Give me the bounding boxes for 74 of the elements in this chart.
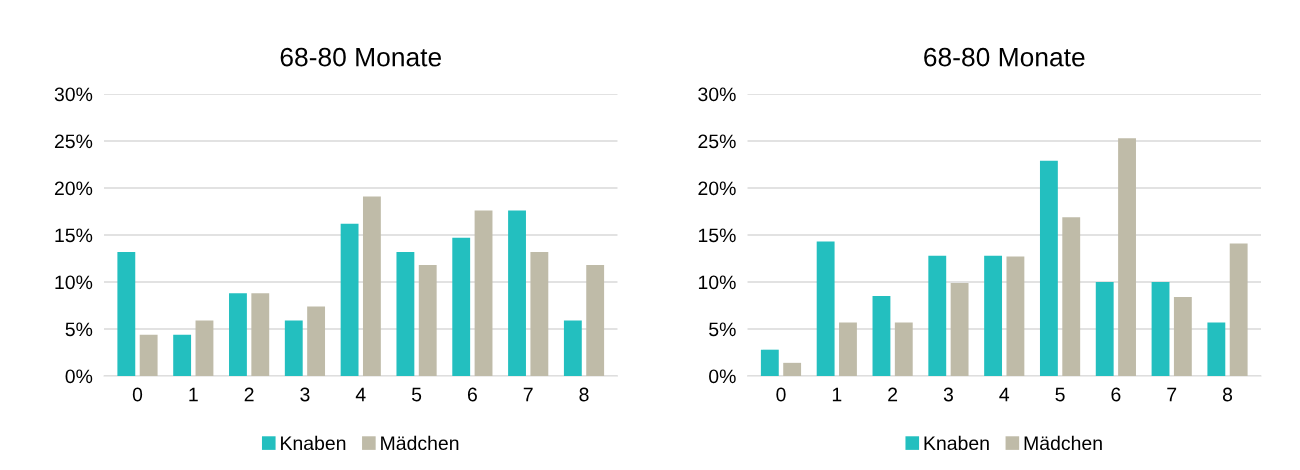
y-tick-label: 25% (698, 134, 736, 149)
x-tick-label: 2 (244, 387, 254, 402)
x-tick-label: 1 (189, 387, 198, 402)
bar (816, 241, 835, 376)
x-tick-label: 6 (1111, 387, 1121, 402)
y-tick-label: 30% (698, 87, 736, 102)
y-tick-label: 10% (55, 275, 93, 290)
bar (1006, 256, 1025, 376)
x-tick-label: 1 (832, 387, 842, 402)
bar (839, 322, 857, 376)
x-tick-label: 0 (132, 387, 143, 402)
bar (1207, 322, 1226, 376)
bar (1151, 282, 1170, 376)
y-tick-label: 5% (709, 322, 736, 337)
y-tick-label: 10% (698, 275, 736, 290)
bar (362, 196, 381, 376)
bar (1039, 160, 1058, 376)
y-tick-label: 30% (54, 87, 93, 102)
bar (195, 320, 214, 376)
y-tick-label: 15% (55, 228, 93, 243)
bar (284, 320, 303, 376)
bar (307, 306, 326, 376)
bar (396, 251, 415, 376)
legend-label: Knaben (281, 435, 346, 451)
x-tick-label: 4 (355, 387, 366, 402)
bar (1229, 243, 1248, 376)
bar (340, 223, 359, 376)
bar (783, 362, 802, 376)
bar (894, 322, 913, 376)
bar (563, 320, 582, 376)
chart-title: 68-80 Monate (280, 47, 442, 67)
bar (1173, 297, 1192, 376)
bar (984, 255, 1003, 376)
legend-label: Knaben (924, 435, 989, 451)
bar (452, 237, 471, 376)
x-tick-label: 7 (523, 387, 533, 402)
x-tick-label: 6 (467, 387, 477, 402)
bar (117, 251, 136, 376)
bar (1095, 282, 1114, 376)
chart-title: 68-80 Monate (924, 47, 1085, 67)
bar (872, 296, 891, 376)
bar (928, 255, 947, 376)
x-tick-label: 3 (300, 387, 310, 402)
x-tick-label: 8 (1222, 387, 1233, 402)
legend-label: Mädchen (1024, 435, 1102, 451)
x-tick-label: 4 (999, 387, 1010, 402)
x-tick-label: 7 (1167, 387, 1177, 402)
bar (1118, 138, 1136, 376)
x-tick-label: 3 (943, 387, 953, 402)
bar (950, 282, 969, 376)
y-tick-label: 25% (54, 134, 93, 149)
x-tick-label: 2 (888, 387, 898, 402)
bar (530, 251, 549, 376)
y-tick-label: 5% (65, 322, 93, 337)
legend-label: Mädchen (381, 435, 459, 451)
bar (508, 210, 526, 376)
x-tick-label: 0 (776, 387, 786, 402)
bar (418, 265, 437, 376)
bar (474, 210, 493, 376)
bar (173, 334, 192, 376)
y-tick-label: 20% (698, 181, 736, 196)
x-tick-label: 5 (411, 387, 422, 402)
bar (760, 349, 779, 376)
y-tick-label: 15% (698, 228, 736, 243)
y-tick-label: 20% (54, 181, 93, 196)
y-tick-label: 0% (709, 369, 736, 384)
bar (229, 293, 247, 376)
bar (1062, 217, 1081, 376)
y-tick-label: 0% (65, 369, 93, 384)
x-tick-label: 5 (1055, 387, 1065, 402)
bar (139, 334, 158, 376)
x-tick-label: 8 (579, 387, 589, 402)
bar (251, 293, 270, 376)
bar (586, 265, 605, 376)
